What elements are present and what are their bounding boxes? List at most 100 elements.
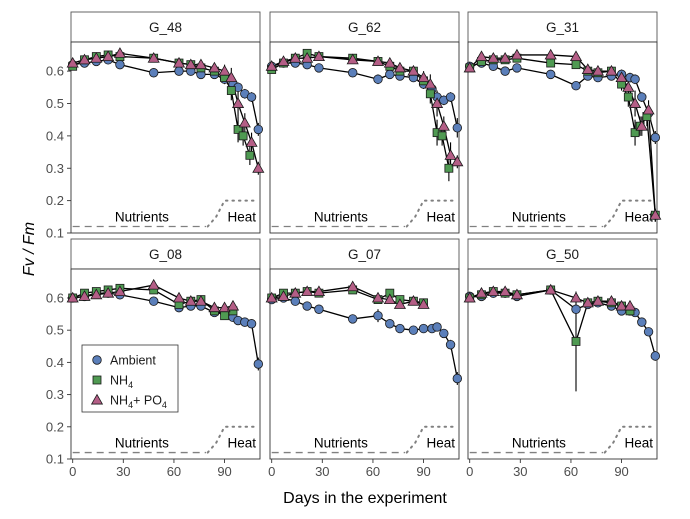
data-point-nh4po4 [544, 48, 557, 60]
y-tick-label: 0.6 [46, 290, 64, 305]
data-point-ambient [439, 328, 449, 339]
data-point-nh4po4 [113, 47, 127, 58]
series-line-ambient [469, 289, 656, 357]
data-point-nh4po4 [90, 288, 103, 300]
data-point-nh4po4 [635, 119, 648, 131]
data-point-nh4po4 [393, 298, 407, 309]
data-point-nh4po4 [544, 283, 557, 295]
data-point-nh4po4 [252, 162, 265, 173]
data-point-nh4po4 [301, 285, 314, 296]
data-point-nh4 [571, 337, 581, 346]
data-point-ambient [373, 74, 383, 84]
panel-strip [467, 238, 658, 270]
data-point-ambient [432, 322, 442, 332]
data-point-nh4po4 [231, 97, 245, 108]
data-point-ambient [500, 66, 510, 76]
data-point-ambient [302, 301, 312, 311]
panel-strip [269, 11, 460, 43]
data-point-nh4po4 [581, 296, 594, 308]
y-tick-label: 0.4 [46, 128, 64, 143]
data-point-ambient [445, 339, 456, 350]
data-point-nh4po4 [208, 301, 221, 313]
data-point-nh4po4 [510, 48, 524, 60]
data-point-nh4po4 [430, 97, 444, 108]
data-point-nh4po4 [371, 55, 385, 66]
data-point-nh4po4 [102, 50, 115, 62]
legend-key-nh4po4 [90, 393, 104, 405]
data-point-nh4po4 [628, 97, 642, 108]
heat-label: Heat [624, 436, 653, 451]
data-point-nh4 [571, 60, 581, 70]
legend-label-ambient: Ambient [110, 354, 156, 368]
data-point-nh4po4 [346, 280, 359, 292]
data-point-nh4po4 [475, 286, 488, 298]
data-point-nh4 [444, 163, 454, 173]
data-point-ambient [650, 351, 661, 361]
data-point-nh4po4 [417, 71, 430, 83]
data-point-nh4po4 [437, 119, 450, 131]
data-point-ambient [395, 323, 405, 334]
y-tick-label: 0.2 [46, 193, 64, 208]
data-point-nh4po4 [66, 291, 79, 303]
x-axis-title: Days in the experiment [283, 490, 447, 507]
data-point-ambient [643, 327, 654, 337]
data-point-nh4po4 [265, 60, 278, 71]
x-tick-label: 60 [167, 464, 181, 479]
heat-label: Heat [426, 436, 455, 451]
x-tick-label: 60 [366, 464, 380, 479]
data-point-nh4po4 [424, 77, 437, 89]
data-point-ambient [637, 317, 647, 327]
data-point-ambient [290, 296, 301, 306]
data-point-ambient [385, 69, 395, 80]
y-tick-label: 0.2 [46, 419, 64, 434]
data-point-nh4 [437, 131, 447, 141]
nutrients-label: Nutrients [314, 436, 368, 451]
series-line-nh4po4 [72, 52, 259, 169]
data-point-nh4po4 [623, 299, 637, 311]
data-point-nh4po4 [245, 136, 258, 147]
data-point-ambient [148, 296, 159, 306]
data-point-ambient [373, 310, 383, 321]
data-point-ambient [115, 59, 125, 70]
data-point-ambient [545, 69, 556, 80]
data-point-nh4po4 [499, 285, 512, 296]
data-point-nh4po4 [102, 286, 115, 298]
data-point-ambient [385, 319, 395, 329]
legend-label-nh4po4: NH4+ PO4 [110, 394, 167, 411]
x-tick-label: 0 [69, 464, 76, 479]
data-point-nh4po4 [622, 81, 635, 92]
plot-area [467, 268, 658, 460]
panel-strip-title: G_62 [348, 20, 381, 35]
heat-label: Heat [227, 210, 256, 225]
panel-strip-title: G_31 [546, 20, 579, 35]
data-point-nh4po4 [238, 116, 251, 128]
y-tick-label: 0.4 [46, 355, 64, 370]
data-point-ambient [174, 66, 184, 76]
data-point-nh4po4 [78, 53, 91, 65]
data-point-ambient [347, 68, 358, 78]
data-point-nh4po4 [451, 155, 464, 167]
data-point-nh4po4 [605, 64, 618, 76]
data-point-nh4po4 [312, 285, 326, 296]
y-tick-label: 0.5 [46, 96, 64, 111]
data-point-ambient [347, 314, 358, 324]
data-point-ambient [253, 124, 264, 135]
y-tick-label: 0.5 [46, 323, 64, 338]
x-tick-label: 30 [116, 464, 130, 479]
panel-strip-title: G_08 [149, 247, 182, 262]
data-point-ambient [571, 81, 581, 91]
data-point-nh4po4 [605, 294, 618, 306]
data-point-nh4 [233, 125, 243, 134]
data-point-ambient [637, 92, 647, 102]
nutrients-label: Nutrients [512, 436, 566, 451]
x-tick-label: 0 [466, 464, 473, 479]
data-point-nh4 [546, 58, 556, 68]
nutrients-label: Nutrients [512, 210, 566, 225]
data-point-ambient [314, 304, 324, 314]
data-point-nh4po4 [184, 58, 197, 70]
legend-key-ambient [92, 355, 102, 365]
data-point-ambient [630, 74, 640, 84]
data-point-nh4po4 [615, 71, 628, 83]
data-point-nh4 [245, 150, 255, 160]
data-point-nh4po4 [289, 51, 302, 63]
